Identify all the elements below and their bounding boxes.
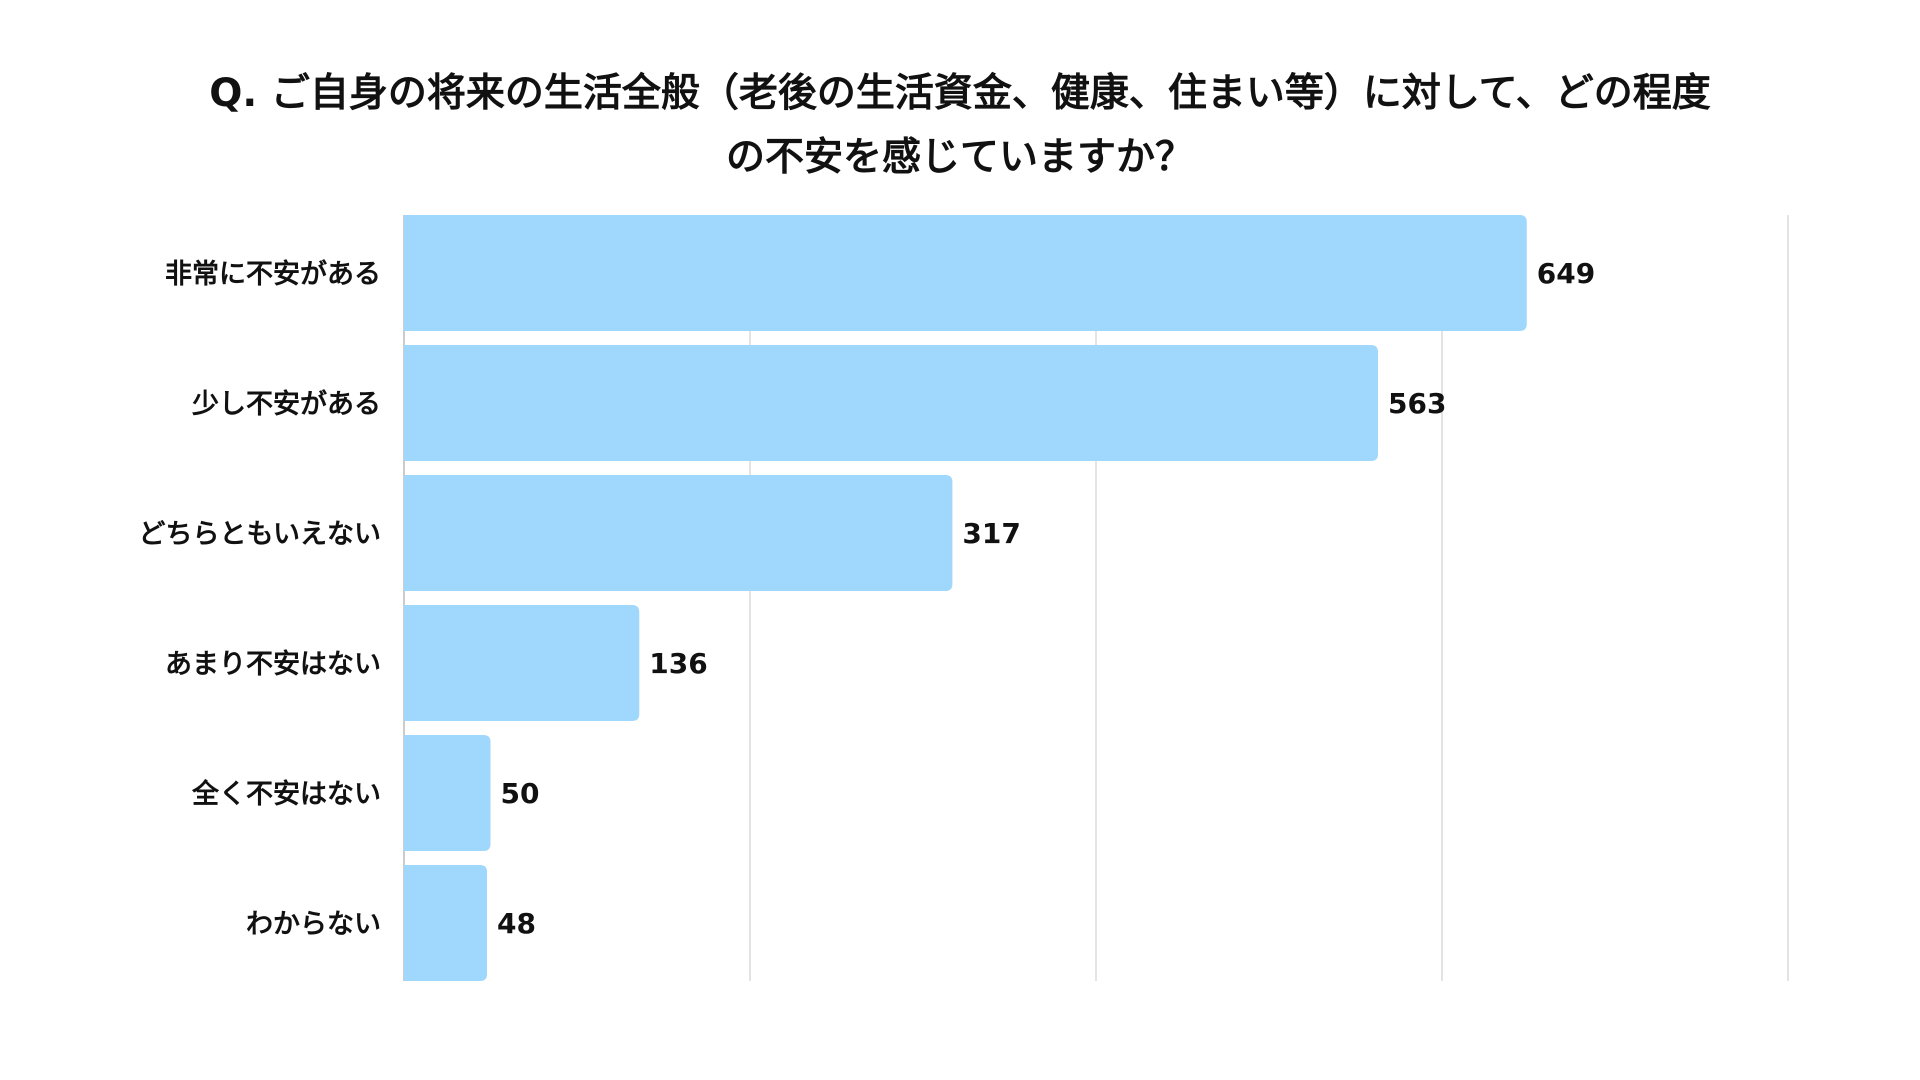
bar [404,865,488,981]
category-label: 非常に不安がある [165,258,381,290]
bar [404,735,491,851]
value-label: 136 [649,647,707,680]
category-label: どちらともいえない [139,519,381,550]
chart-title-line-1: Q. ご自身の将来の生活全般（老後の生活資金、健康、住まい等）に対して、どの程度 [209,71,1711,116]
value-label: 317 [962,517,1020,550]
bar [404,605,640,721]
category-label: あまり不安はない [165,649,381,680]
bar [404,475,953,591]
value-label: 48 [497,907,536,940]
category-label: 全く不安はない [191,778,381,810]
value-label: 563 [1388,387,1446,420]
category-label: わからない [246,909,381,940]
value-label: 649 [1537,257,1595,290]
category-label: 少し不安がある [192,388,381,420]
chart-title-line-2: の不安を感じていますか？ [725,135,1194,180]
bar [404,345,1378,461]
chart-title: Q. ご自身の将来の生活全般（老後の生活資金、健康、住まい等）に対して、どの程度… [0,62,1920,190]
bar [404,215,1527,331]
value-label: 50 [501,777,540,810]
